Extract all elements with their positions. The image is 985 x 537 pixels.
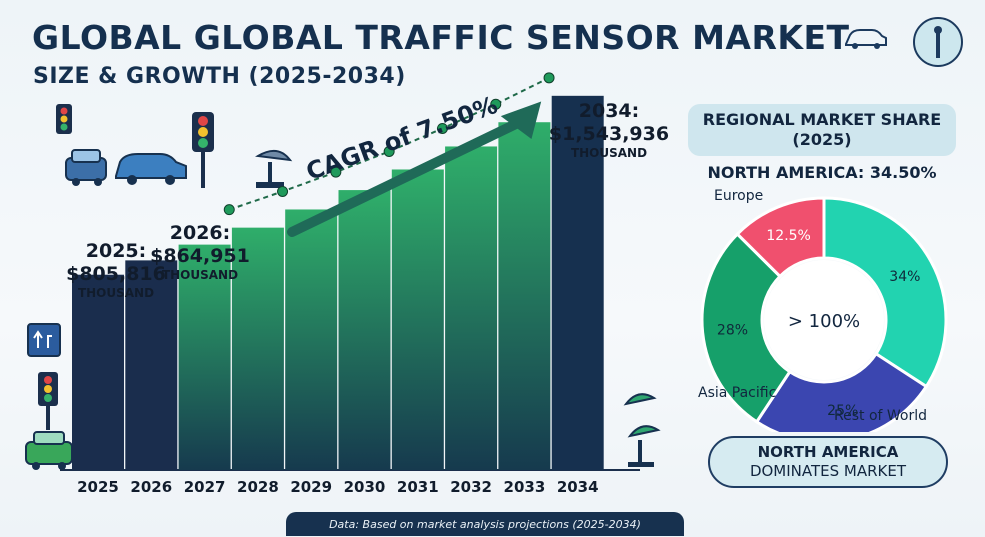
callout-2025-unit: THOUSAND <box>77 286 155 300</box>
bar-2028 <box>231 227 284 470</box>
bar-2034 <box>551 95 604 470</box>
trend-dot <box>277 185 289 197</box>
antenna-icon <box>913 17 963 67</box>
callout-2034-year: 2034: <box>578 100 640 122</box>
callout-2034-unit: THOUSAND <box>570 146 648 160</box>
regional-panel-title: REGIONAL MARKET SHARE (2025) <box>688 104 956 156</box>
x-tick-2027: 2027 <box>184 478 226 496</box>
callout-2026: 2026: $864,951 THOUSAND <box>140 222 260 282</box>
slice-north-america <box>822 196 948 389</box>
bar-2033 <box>498 122 551 471</box>
regional-title-line2: (2025) <box>792 130 852 149</box>
trend-dot <box>436 122 448 134</box>
callout-2025: 2025: $805,816 THOUSAND <box>56 240 176 300</box>
slice-label: 25% <box>827 403 858 419</box>
bar-2032 <box>445 146 498 471</box>
callout-2025-year: 2025: <box>85 240 147 262</box>
footer-note: Data: Based on market analysis projectio… <box>286 512 684 536</box>
trend-dot <box>383 145 395 157</box>
x-tick-2025: 2025 <box>77 478 119 496</box>
x-tick-2032: 2032 <box>450 478 492 496</box>
x-tick-2031: 2031 <box>397 478 439 496</box>
regional-title-line1: REGIONAL MARKET SHARE <box>702 110 942 129</box>
trend-dot <box>330 166 342 178</box>
dominates-line1: NORTH AMERICA <box>757 443 899 461</box>
left-bottom-icons <box>25 323 73 470</box>
satellite-dish-icon <box>254 149 293 188</box>
page-subtitle: SIZE & GROWTH (2025-2034) <box>33 64 406 89</box>
bar-2030 <box>338 190 391 471</box>
callout-2025-value: $805,816 <box>66 263 166 285</box>
x-tick-2028: 2028 <box>237 478 279 496</box>
donut-center-label: > 100% <box>788 311 860 332</box>
road-sign-icon <box>27 323 61 357</box>
trend-dot <box>490 98 502 110</box>
callout-2026-value: $864,951 <box>150 245 250 267</box>
sedan-icon <box>115 153 187 185</box>
label-europe: Europe <box>714 188 763 204</box>
x-tick-2030: 2030 <box>344 478 386 496</box>
bar-2026 <box>125 260 178 470</box>
label-rest-of-world: Rest of World <box>834 408 927 424</box>
slice-label: 34% <box>889 269 920 285</box>
trend-dot <box>543 72 555 84</box>
bar-2027 <box>178 244 231 470</box>
traffic-light-pole-icon <box>192 112 214 188</box>
x-tick-2026: 2026 <box>130 478 172 496</box>
traffic-light-left-icon <box>38 372 58 430</box>
dish-bottom-right-icon <box>623 393 661 467</box>
cagr-arrow <box>287 117 525 237</box>
x-tick-2034: 2034 <box>557 478 599 496</box>
traffic-icons-cluster <box>56 104 293 188</box>
donut-hole <box>764 260 884 380</box>
dominates-badge: NORTH AMERICA DOMINATES MARKET <box>708 436 948 488</box>
trend-dot <box>223 204 235 216</box>
callout-2034-value: $1,543,936 <box>548 123 670 145</box>
cagr-arrow-head <box>500 101 542 140</box>
slice-europe <box>735 196 826 279</box>
car-blue-icon <box>65 149 107 186</box>
x-tick-2029: 2029 <box>290 478 332 496</box>
slice-label: 28% <box>717 322 748 338</box>
donut-chart: 34% 25% 28% 12.5% > 100% Europe Asia Pacific Re… <box>698 188 948 432</box>
page-title: GLOBAL GLOBAL TRAFFIC SENSOR MARKET <box>32 18 850 57</box>
callout-2026-year: 2026: <box>169 222 231 244</box>
slice-rest-of-world <box>754 351 929 432</box>
green-car-icon <box>25 431 73 470</box>
bar-2029 <box>285 209 338 470</box>
car-top-right-icon <box>845 29 887 49</box>
callout-2026-unit: THOUSAND <box>161 268 239 282</box>
north-america-share-label: NORTH AMERICA: 34.50% <box>707 163 937 182</box>
bar-2025 <box>72 274 124 470</box>
label-asia-pacific: Asia Pacific <box>698 385 776 401</box>
slice-label: 12.5% <box>766 228 810 244</box>
callout-2034: 2034: $1,543,936 THOUSAND <box>544 100 674 160</box>
traffic-light-small-icon <box>56 104 72 134</box>
dominates-line2: DOMINATES MARKET <box>749 462 907 480</box>
bar-2031 <box>391 169 444 470</box>
slice-asia-pacific <box>700 231 792 424</box>
x-tick-2033: 2033 <box>504 478 546 496</box>
